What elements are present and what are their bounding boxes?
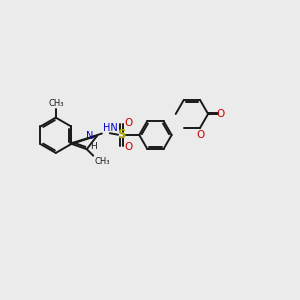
Text: CH₃: CH₃ — [94, 157, 110, 166]
Text: O: O — [124, 118, 132, 128]
Text: CH₃: CH₃ — [48, 99, 64, 108]
Text: N: N — [86, 130, 94, 141]
Text: HN: HN — [103, 123, 118, 133]
Text: H: H — [90, 142, 97, 151]
Text: O: O — [216, 109, 224, 119]
Text: O: O — [196, 130, 205, 140]
Text: O: O — [124, 142, 132, 152]
Text: S: S — [117, 128, 125, 142]
